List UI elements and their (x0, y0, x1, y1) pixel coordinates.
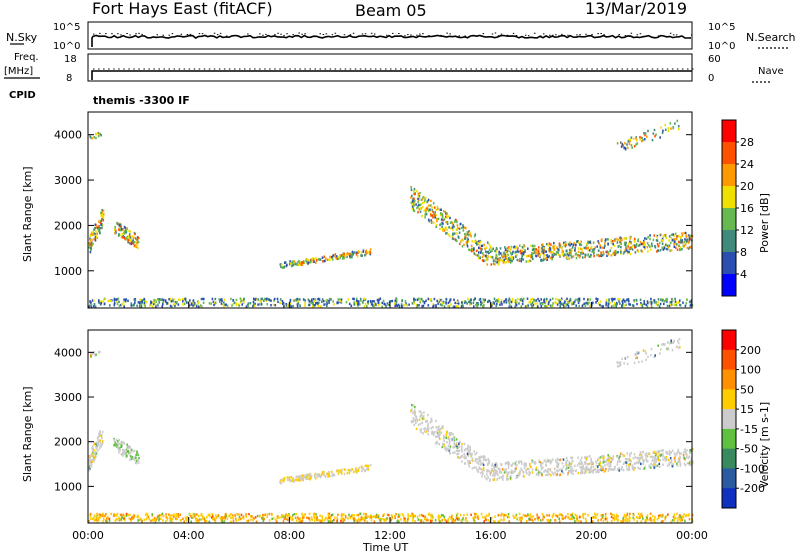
x-tick-label: 12:00 (374, 529, 406, 542)
velocity-panel-colorbar-tick-label: 50 (740, 383, 754, 396)
freq-unit: [MHz] (4, 66, 33, 77)
freq-tick-bottom: 8 (66, 73, 72, 84)
power-panel-colorbar-tick-label: 16 (740, 202, 754, 215)
nsearch-trace (93, 32, 693, 37)
freq-tick-top: 18 (64, 54, 77, 65)
velocity-panel-ytick-label: 1000 (54, 480, 82, 493)
cpid-label: CPID (9, 90, 36, 101)
power-panel-colorbar-segment (722, 142, 736, 165)
nsky-tick-bottom: 10^0 (53, 41, 80, 52)
power-panel-colorbar-segment (722, 164, 736, 187)
beam-label: Beam 05 (355, 1, 427, 20)
velocity-panel-ytick-label: 4000 (54, 346, 82, 359)
power-panel-colorbar-segment (722, 252, 736, 275)
power-panel-colorbar-segment (722, 186, 736, 209)
power-ylabel: Slant Range [km] (21, 166, 34, 262)
power-panel-ytick-label: 4000 (54, 129, 82, 142)
velocity-panel-colorbar-tick-label: 200 (740, 344, 761, 357)
freq-panel (87, 53, 693, 82)
velocity-panel-frame (87, 329, 693, 524)
power-panel-colorbar-tick-label: 12 (740, 224, 754, 237)
power-panel-colorbar-tick-label: 4 (740, 268, 747, 281)
power-panel-colorbar-tick-label: 20 (740, 180, 754, 193)
velocity-panel-colorbar-frame (721, 329, 737, 509)
nsearch-tick-top: 10^5 (708, 22, 735, 33)
freq-trace (91, 70, 692, 80)
nave-tick-bottom: 0 (708, 73, 714, 84)
velocity-panel-colorbar-segment (722, 409, 736, 430)
velocity-panel-colorbar-segment (722, 428, 736, 450)
velocity-panel-colorbar-segment (722, 468, 736, 489)
x-tick-label: 08:00 (273, 529, 305, 542)
power-panel-colorbar-tick-label: 8 (740, 246, 747, 259)
velocity-panel-colorbar-segment (722, 488, 736, 509)
freq-label: Freq. (14, 52, 39, 63)
power-panel-cells (88, 119, 694, 308)
x-tick-label: 00:00 (72, 529, 104, 542)
power-panel-colorbar-tick-label: 28 (740, 136, 754, 149)
power-panel-ytick-label: 3000 (54, 174, 82, 187)
x-tick-label: 04:00 (173, 529, 205, 542)
velocity-colorbar-label: Velocity [m s-1] (758, 402, 771, 488)
power-panel-frame (87, 111, 693, 309)
velocity-panel-ytick-label: 2000 (54, 436, 82, 449)
velocity-panel-colorbar-tick-label: -200 (740, 482, 765, 495)
velocity-panel-colorbar-tick-label: 100 (740, 364, 761, 377)
nave-tick-top: 60 (708, 54, 721, 65)
velocity-panel-colorbar-segment (722, 349, 736, 371)
radar-title: Fort Hays East (fitACF) (92, 0, 273, 18)
velocity-panel-colorbar-tick-label: -100 (740, 462, 765, 475)
velocity-panel-colorbar-segment (722, 369, 736, 390)
nsky-trace (91, 34, 692, 47)
power-panel-colorbar-segment (722, 274, 736, 297)
power-panel-colorbar-segment (722, 208, 736, 231)
power-panel-colorbar-tick-label: 24 (740, 158, 754, 171)
power-panel: 1000 2000 3000 4000 4 8 12 16 20 24 28 (54, 111, 754, 309)
x-tick-label: 20:00 (575, 529, 607, 542)
power-panel-colorbar-segment (722, 230, 736, 253)
power-panel-ytick-label: 1000 (54, 265, 82, 278)
control-traces (91, 32, 694, 80)
x-tick-label: 16:00 (475, 529, 507, 542)
nave-label: Nave (758, 66, 784, 77)
nsearch-tick-bottom: 10^0 (708, 41, 735, 52)
power-colorbar-label: Power [dB] (758, 193, 771, 253)
velocity-panel-colorbar-tick-label: -50 (740, 443, 758, 456)
x-tick-label: 00:00 (676, 529, 708, 542)
velocity-panel-colorbar-segment (722, 330, 736, 351)
nsky-tick-top: 10^5 (53, 22, 80, 33)
velocity-panel-colorbar-segment (722, 448, 736, 469)
velocity-panel-colorbar-segment (722, 389, 736, 410)
velocity-panel: 1000 2000 3000 4000 00:00 04:00 08:00 12:00 16:0… (54, 329, 765, 542)
nsky-label: N.Sky (6, 31, 38, 44)
velocity-panel-colorbar-tick-label: -15 (740, 423, 758, 436)
cpid-text: themis -3300 IF (93, 94, 190, 107)
power-panel-colorbar-segment (722, 120, 736, 143)
date-label: 13/Mar/2019 (585, 0, 687, 18)
velocity-panel-cells (88, 338, 694, 523)
velocity-panel-colorbar-tick-label: 15 (740, 403, 754, 416)
nsearch-label: N.Search (746, 31, 796, 44)
power-panel-ytick-label: 2000 (54, 219, 82, 232)
x-axis-label: Time UT (362, 541, 408, 554)
velocity-panel-ytick-label: 3000 (54, 391, 82, 404)
velocity-ylabel: Slant Range [km] (21, 386, 34, 482)
